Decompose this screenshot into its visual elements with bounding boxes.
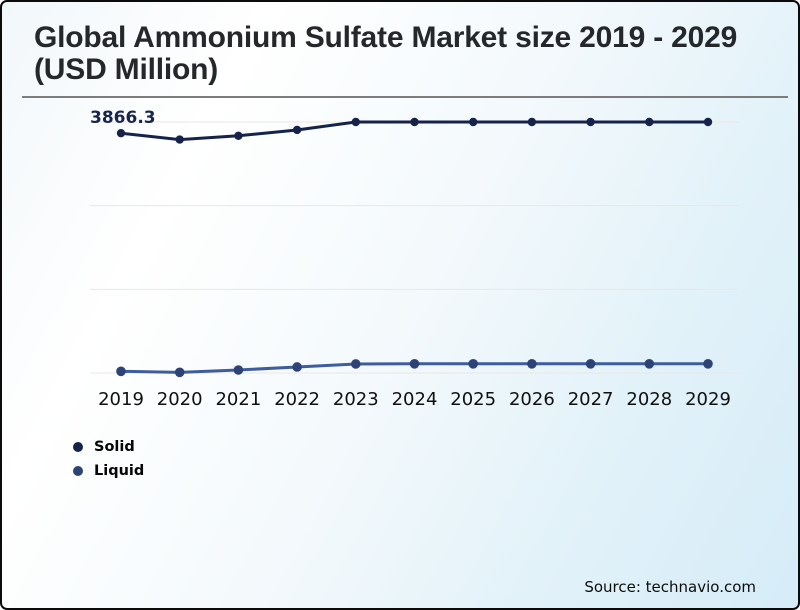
title-divider (22, 96, 788, 98)
liquid-data-point (292, 362, 302, 372)
solid-legend-dot-icon (73, 441, 83, 452)
legend-label-liquid: Liquid (94, 462, 145, 479)
x-tick-label: 2028 (626, 389, 672, 410)
liquid-data-point (174, 367, 185, 378)
chart-legend: Solid Liquid (73, 438, 144, 479)
solid-data-point (703, 117, 713, 127)
solid-data-point (410, 117, 419, 127)
legend-label-solid: Solid (94, 438, 135, 455)
x-tick-label: 2022 (274, 389, 320, 410)
liquid-legend-dot-icon (73, 465, 83, 476)
liquid-data-point (351, 359, 361, 369)
solid-data-point (234, 131, 243, 141)
liquid-data-point (585, 358, 596, 369)
x-tick-label: 2027 (568, 389, 614, 410)
liquid-data-point (644, 358, 655, 369)
x-tick-label: 2026 (509, 389, 555, 410)
liquid-data-point (703, 358, 713, 369)
solid-data-point (351, 117, 360, 127)
solid-data-point (175, 135, 184, 144)
x-tick-label: 2025 (450, 389, 496, 410)
solid-data-point (586, 117, 595, 127)
data-point-label: 3866.3 (90, 108, 156, 128)
solid-data-point (292, 125, 302, 135)
legend-item-liquid: Liquid (73, 462, 144, 479)
x-tick-label: 2021 (215, 389, 261, 410)
solid-data-point (645, 117, 654, 127)
liquid-data-point (409, 358, 420, 369)
source-attribution: Source: technavio.com (584, 578, 756, 596)
liquid-data-point (468, 358, 479, 369)
liquid-data-point (233, 365, 244, 375)
x-tick-label: 2029 (685, 389, 731, 410)
solid-data-point (527, 117, 537, 127)
solid-data-point (469, 117, 478, 127)
x-tick-label: 2023 (333, 389, 379, 410)
x-tick-label: 2024 (392, 389, 438, 410)
legend-item-solid: Solid (73, 438, 144, 455)
solid-data-point (116, 128, 126, 138)
liquid-data-point (527, 358, 537, 369)
x-tick-label: 2020 (157, 389, 203, 410)
chart-title: Global Ammonium Sulfate Market size 2019… (34, 21, 738, 86)
liquid-data-point (116, 366, 126, 377)
x-tick-label: 2019 (98, 389, 144, 410)
